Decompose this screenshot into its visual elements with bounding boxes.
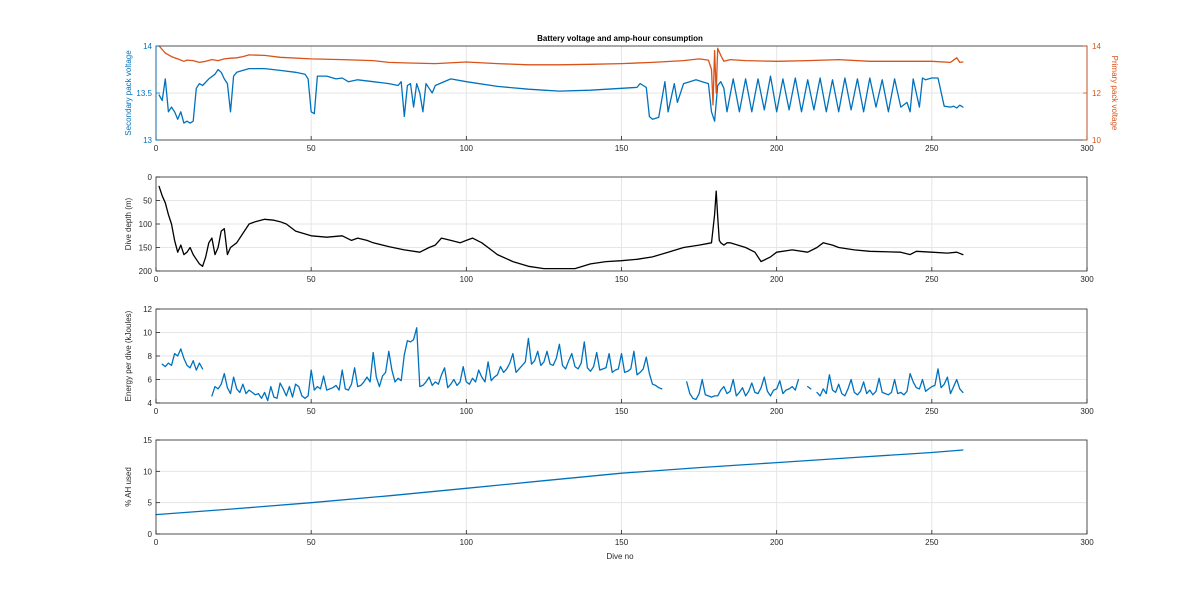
- series-line-1-seg-4: [807, 385, 812, 390]
- chart-panel-4: 0 50 100 150 200 250 300 0 5 10 15 % AH used: [124, 436, 1094, 547]
- x-tick-label: 100: [460, 407, 474, 416]
- series-line-1-seg-1: [161, 348, 204, 371]
- x-tick-label: 50: [307, 538, 316, 547]
- x-tick-label: 150: [615, 144, 629, 153]
- chart-panel-2: 0 50 100 150 200 250 300 0 50 100 150 200 Dive depth…: [124, 173, 1094, 284]
- x-tick-label: 0: [154, 275, 159, 284]
- chart-title: Battery voltage and amp-hour consumption: [537, 34, 703, 43]
- y-tick-label: 50: [143, 197, 152, 206]
- y-axis-label: % AH used: [124, 467, 133, 507]
- y-axis-label: Energy per dive (kJoules): [124, 310, 133, 401]
- x-tick-label: 50: [307, 144, 316, 153]
- x-tick-label: 150: [615, 538, 629, 547]
- x-tick-label: 0: [154, 407, 159, 416]
- x-tick-label: 200: [770, 538, 784, 547]
- series-line-1: [155, 449, 964, 516]
- x-tick-label: 250: [925, 538, 939, 547]
- x-tick-label: 150: [615, 407, 629, 416]
- chart-panel-3: 0 50 100 150 200 250 300 4 6 8 10 12 Energy per dive…: [124, 305, 1094, 416]
- y-tick-label: 0: [148, 530, 153, 539]
- y-tick-label: 10: [143, 467, 152, 476]
- y-tick-label: 200: [139, 267, 153, 276]
- y-tick-label: 13: [143, 136, 152, 145]
- x-tick-label: 250: [925, 144, 939, 153]
- chart-panel-1: 0 50 100 150 200 250 300 13 13.5 14 Secondary pack…: [124, 42, 1119, 153]
- series-line-1-seg-5: [816, 368, 964, 397]
- series-line-1-seg-3: [686, 376, 800, 401]
- y-tick-label: 15: [143, 436, 152, 445]
- y-tick-label-right: 14: [1092, 42, 1101, 51]
- series-line-1-seg-2: [211, 327, 663, 402]
- y-axis-label-right: Primary pack voltage: [1110, 56, 1119, 131]
- y-tick-label: 6: [148, 376, 153, 385]
- series-line-1: [158, 185, 964, 270]
- y-tick-label: 10: [143, 329, 152, 338]
- x-tick-label: 200: [770, 407, 784, 416]
- y-tick-label: 5: [148, 499, 153, 508]
- x-tick-label: 250: [925, 275, 939, 284]
- y-tick-label: 4: [148, 399, 153, 408]
- y-tick-label: 100: [139, 220, 153, 229]
- x-tick-label: 100: [460, 275, 474, 284]
- y-tick-label: 12: [143, 305, 152, 314]
- x-tick-label: 150: [615, 275, 629, 284]
- x-tick-label: 200: [770, 275, 784, 284]
- y-tick-label: 150: [139, 244, 153, 253]
- x-tick-label: 0: [154, 538, 159, 547]
- x-tick-label: 300: [1080, 407, 1094, 416]
- x-tick-label: 50: [307, 275, 316, 284]
- x-tick-label: 300: [1080, 144, 1094, 153]
- x-tick-label: 100: [460, 538, 474, 547]
- x-tick-label: 50: [307, 407, 316, 416]
- y-tick-label: 14: [143, 42, 152, 51]
- y-tick-label: 8: [148, 352, 153, 361]
- y-tick-label-right: 12: [1092, 89, 1101, 98]
- x-tick-label: 300: [1080, 538, 1094, 547]
- y-axis-label: Dive depth (m): [124, 197, 133, 250]
- y-tick-label: 0: [148, 173, 153, 182]
- series-line-2: [158, 45, 964, 106]
- y-tick-label: 13.5: [136, 89, 152, 98]
- x-tick-label: 100: [460, 144, 474, 153]
- x-tick-label: 0: [154, 144, 159, 153]
- y-tick-label-right: 10: [1092, 136, 1101, 145]
- x-tick-label: 200: [770, 144, 784, 153]
- series-line-1: [158, 67, 964, 124]
- x-tick-label: 300: [1080, 275, 1094, 284]
- x-axis-label: Dive no: [606, 552, 634, 561]
- x-tick-label: 250: [925, 407, 939, 416]
- y-axis-label: Secondary pack voltage: [124, 50, 133, 136]
